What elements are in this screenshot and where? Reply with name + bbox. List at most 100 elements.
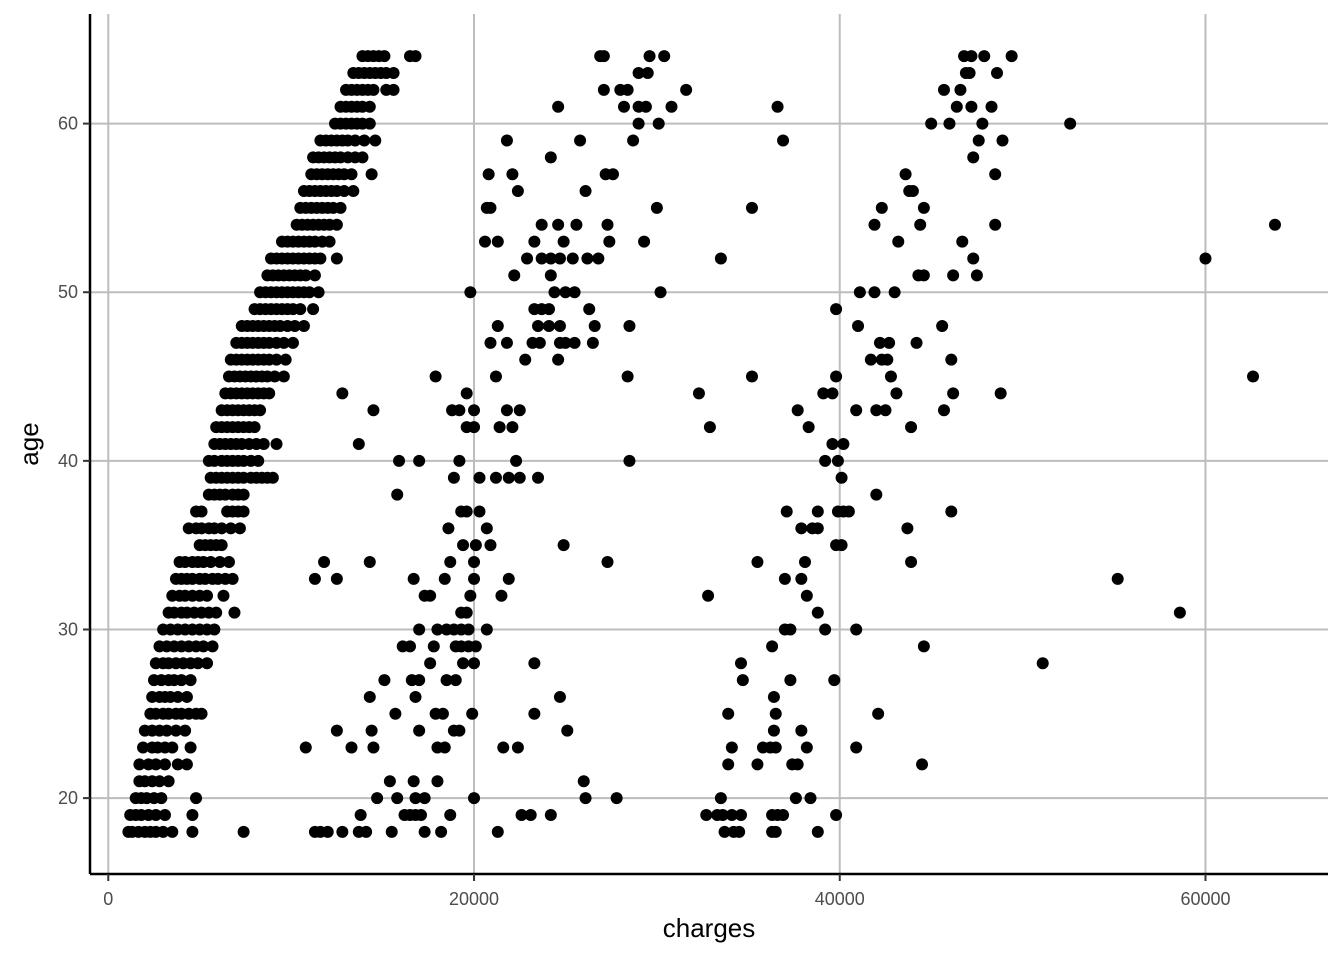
data-point bbox=[449, 674, 462, 687]
data-point bbox=[515, 808, 528, 821]
x-tick-label: 60000 bbox=[1180, 889, 1230, 909]
data-point bbox=[413, 674, 426, 687]
data-point bbox=[680, 83, 693, 96]
data-point bbox=[502, 471, 515, 484]
data-point bbox=[224, 522, 237, 535]
data-point bbox=[489, 370, 502, 383]
data-point bbox=[162, 775, 175, 788]
data-point bbox=[233, 522, 246, 535]
data-point bbox=[553, 690, 566, 703]
data-point bbox=[502, 572, 515, 585]
data-point bbox=[363, 100, 376, 113]
data-point bbox=[811, 522, 824, 535]
data-point bbox=[511, 741, 524, 754]
data-point bbox=[945, 353, 958, 366]
data-point bbox=[601, 556, 614, 569]
data-point bbox=[356, 151, 369, 164]
data-point bbox=[905, 556, 918, 569]
data-point bbox=[542, 319, 555, 332]
data-point bbox=[532, 319, 545, 332]
data-point bbox=[906, 185, 919, 198]
data-point bbox=[804, 792, 817, 805]
data-point bbox=[222, 556, 235, 569]
data-point bbox=[349, 134, 362, 147]
data-point bbox=[579, 792, 592, 805]
data-point bbox=[468, 421, 481, 434]
data-point bbox=[307, 303, 320, 316]
data-point bbox=[533, 336, 546, 349]
data-point bbox=[473, 505, 486, 518]
data-point bbox=[367, 83, 380, 96]
data-point bbox=[528, 707, 541, 720]
data-point bbox=[180, 758, 193, 771]
y-tick-label: 20 bbox=[58, 788, 78, 808]
data-point bbox=[769, 741, 782, 754]
data-point bbox=[994, 387, 1007, 400]
data-point bbox=[610, 792, 623, 805]
data-point bbox=[367, 741, 380, 754]
data-point bbox=[835, 471, 848, 484]
data-point bbox=[714, 252, 727, 265]
data-point bbox=[160, 724, 173, 737]
data-point bbox=[387, 83, 400, 96]
data-point bbox=[544, 252, 557, 265]
x-tick-label: 40000 bbox=[815, 889, 865, 909]
data-point bbox=[830, 303, 843, 316]
data-point bbox=[623, 454, 636, 467]
data-point bbox=[736, 674, 749, 687]
data-point bbox=[497, 741, 510, 754]
data-point bbox=[528, 235, 541, 248]
data-point bbox=[872, 707, 885, 720]
data-point bbox=[257, 438, 270, 450]
data-point bbox=[552, 218, 565, 231]
data-point bbox=[791, 758, 804, 771]
data-point bbox=[457, 539, 470, 552]
data-point bbox=[837, 438, 850, 450]
data-point bbox=[334, 201, 347, 214]
data-point bbox=[294, 303, 307, 316]
data-point bbox=[407, 775, 420, 788]
data-point bbox=[1111, 572, 1124, 585]
data-point bbox=[559, 336, 572, 349]
data-point bbox=[171, 690, 184, 703]
data-point bbox=[391, 488, 404, 501]
data-point bbox=[226, 572, 239, 585]
data-point bbox=[722, 758, 735, 771]
data-point bbox=[552, 100, 565, 113]
data-point bbox=[830, 808, 843, 821]
data-point bbox=[389, 707, 402, 720]
data-point bbox=[371, 792, 384, 805]
data-point bbox=[493, 421, 506, 434]
data-point bbox=[383, 775, 396, 788]
data-point bbox=[473, 471, 486, 484]
data-point bbox=[363, 117, 376, 130]
data-point bbox=[363, 690, 376, 703]
data-point bbox=[733, 825, 746, 838]
data-point bbox=[409, 690, 422, 703]
data-point bbox=[1173, 606, 1186, 619]
data-point bbox=[917, 201, 930, 214]
data-point bbox=[149, 758, 162, 771]
data-point bbox=[945, 505, 958, 518]
data-point bbox=[179, 724, 192, 737]
data-point bbox=[435, 825, 448, 838]
data-point bbox=[947, 269, 960, 282]
data-point bbox=[137, 741, 150, 754]
data-point bbox=[447, 471, 460, 484]
data-point bbox=[579, 185, 592, 198]
data-point bbox=[703, 421, 716, 434]
data-point bbox=[725, 808, 738, 821]
data-point bbox=[330, 218, 343, 231]
data-point bbox=[308, 572, 321, 585]
data-point bbox=[778, 572, 791, 585]
data-point bbox=[444, 808, 457, 821]
data-point bbox=[171, 758, 184, 771]
data-point bbox=[864, 353, 877, 366]
data-point bbox=[557, 539, 570, 552]
data-point bbox=[468, 792, 481, 805]
data-point bbox=[967, 151, 980, 164]
data-point bbox=[868, 218, 881, 231]
data-point bbox=[413, 454, 426, 467]
data-point bbox=[718, 825, 731, 838]
data-point bbox=[321, 825, 334, 838]
